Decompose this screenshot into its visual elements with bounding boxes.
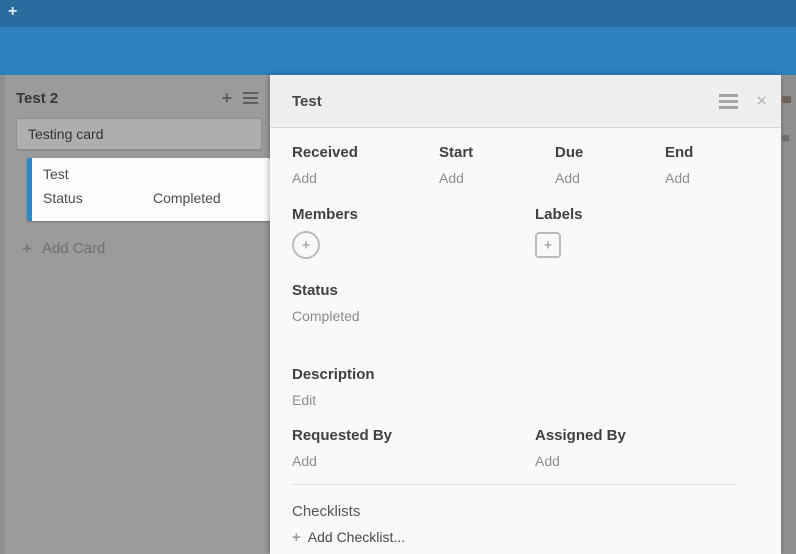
top-navbar: + [0, 0, 796, 27]
plus-icon: + [22, 238, 32, 258]
assigned-by-label: Assigned By [535, 427, 626, 444]
requested-by-section: Requested By Add [292, 427, 535, 469]
requested-by-label: Requested By [292, 427, 393, 444]
status-section: Status Completed [292, 282, 740, 324]
list-title[interactable]: Test 2 [16, 89, 59, 107]
members-section: Members + [292, 206, 535, 259]
description-edit-link[interactable]: Edit [292, 392, 317, 408]
card-menu-icon[interactable] [719, 91, 739, 112]
plus-icon: + [292, 528, 301, 546]
status-label: Status [292, 282, 338, 299]
end-add-link[interactable]: Add [665, 170, 690, 186]
list-menu-icon[interactable] [243, 89, 258, 107]
section-divider [292, 484, 736, 485]
requested-assigned-row: Requested By Add Assigned By Add [292, 427, 740, 469]
minicard-test[interactable]: Test Status Completed [27, 158, 270, 221]
minicard-custom-field: Status Completed [43, 188, 260, 208]
add-board-icon[interactable]: + [8, 3, 18, 20]
date-field-start: Start Add [439, 144, 555, 186]
requested-by-add-link[interactable]: Add [292, 453, 317, 469]
description-label: Description [292, 366, 375, 383]
card-title[interactable]: Test [292, 92, 322, 110]
minicard-field-label: Status [43, 190, 83, 206]
due-label: Due [555, 144, 584, 161]
members-labels-row: Members + Labels + [292, 206, 740, 259]
add-member-button[interactable]: + [292, 231, 320, 259]
checklists-label: Checklists [292, 503, 361, 520]
description-section: Description Edit [292, 366, 740, 408]
add-checklist-label: Add Checklist... [307, 529, 406, 545]
dates-row: Received Add Start Add Due Add End Add [292, 144, 740, 186]
assigned-by-add-link[interactable]: Add [535, 453, 560, 469]
card-composer-input[interactable] [16, 118, 262, 150]
list-test2: Test 2 + Test Status Completed + Add Car… [5, 75, 270, 554]
start-add-link[interactable]: Add [439, 170, 464, 186]
plus-icon: + [543, 236, 553, 254]
add-label-button[interactable]: + [535, 232, 561, 258]
add-card-button[interactable]: + Add Card [22, 238, 270, 258]
add-checklist-button[interactable]: + Add Checklist... [292, 529, 405, 545]
minicard-field-value: Completed [153, 190, 221, 206]
end-label: End [665, 144, 694, 161]
plus-icon: + [301, 236, 311, 254]
labels-label: Labels [535, 206, 583, 223]
labels-section: Labels + [535, 206, 740, 259]
card-details-header: Test ✕ [270, 75, 781, 128]
assigned-by-section: Assigned By Add [535, 427, 740, 469]
list-add-card-icon[interactable]: + [221, 88, 232, 108]
list-header: Test 2 + [5, 75, 270, 107]
received-label: Received [292, 144, 358, 161]
status-value: Completed [292, 308, 360, 324]
due-add-link[interactable]: Add [555, 170, 580, 186]
members-label: Members [292, 206, 358, 223]
date-field-due: Due Add [555, 144, 665, 186]
board-canvas: Test 2 + Test Status Completed + Add Car… [0, 75, 796, 554]
minicard-title: Test [43, 166, 69, 182]
date-field-received: Received Add [292, 144, 439, 186]
card-details-body: Received Add Start Add Due Add End Add [270, 144, 781, 554]
clipped-board-content [782, 135, 789, 141]
received-add-link[interactable]: Add [292, 170, 317, 186]
clipped-board-content [782, 96, 791, 103]
start-label: Start [439, 144, 474, 161]
date-field-end: End Add [665, 144, 740, 186]
close-icon[interactable]: ✕ [755, 93, 768, 110]
card-details-panel: Test ✕ Received Add Start Add Due [270, 75, 781, 554]
add-card-label: Add Card [41, 240, 106, 257]
board-header-bar [0, 27, 796, 75]
